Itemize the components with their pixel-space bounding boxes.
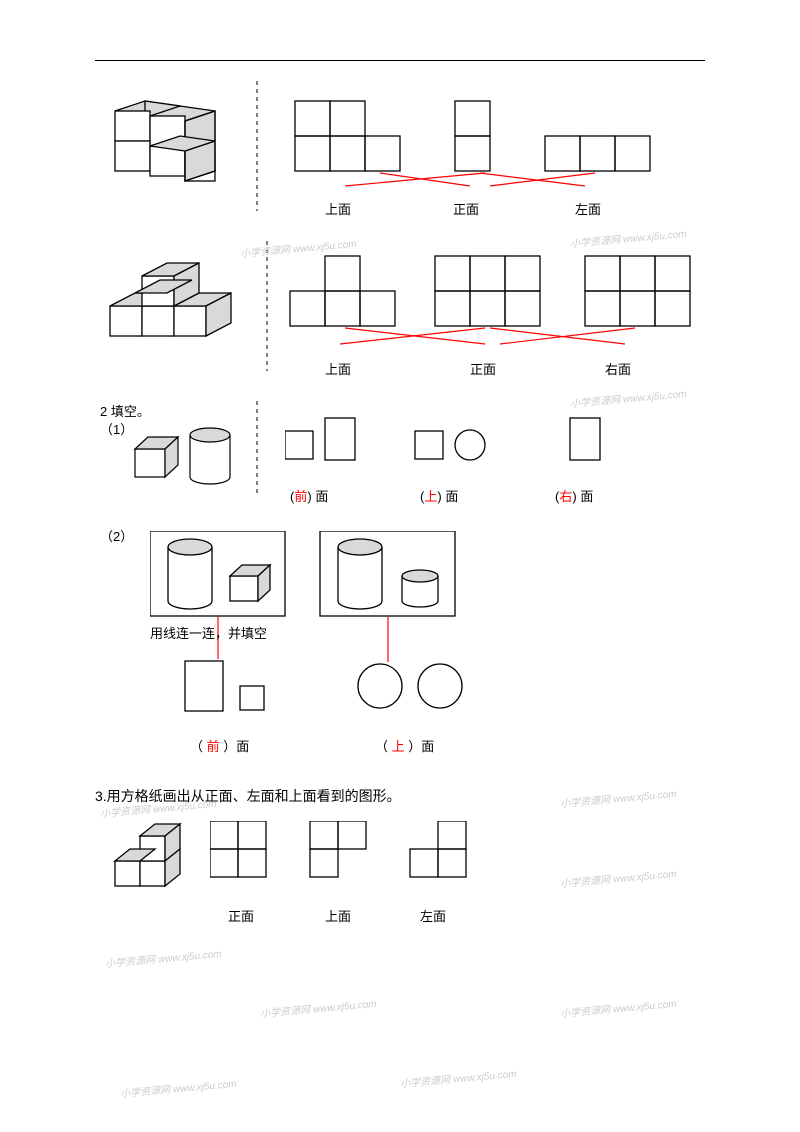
watermark: 小学资源网 www.xj5u.com xyxy=(560,995,678,1020)
q2-2-blank-top: （ 上 ）面 xyxy=(375,736,434,755)
q3-views xyxy=(210,821,560,901)
q3-label-top: 上面 xyxy=(325,906,351,925)
label-2-front: 正面 xyxy=(470,359,496,378)
q2-blank-front: (前) 面 xyxy=(290,486,328,505)
q2-2-blank-front: （ 前 ）面 xyxy=(190,736,249,755)
top-rule xyxy=(95,60,705,61)
label-1-top: 上面 xyxy=(325,199,351,218)
q2-title: 2 填空。 xyxy=(100,401,150,420)
q3-title: 3.用方格纸画出从正面、左面和上面看到的图形。 xyxy=(95,786,401,806)
question-2-2: （2） xyxy=(95,526,705,776)
q2-blank-top: (上) 面 xyxy=(420,486,458,505)
watermark: 小学资源网 www.xj5u.com xyxy=(260,995,378,1020)
q2-views xyxy=(285,416,705,486)
label-2-right: 右面 xyxy=(605,359,631,378)
page-content: 上面 正面 左面 xyxy=(95,60,705,966)
question-3: 3.用方格纸画出从正面、左面和上面看到的图形。 xyxy=(95,786,705,966)
label-2-top: 上面 xyxy=(325,359,351,378)
q2-3d xyxy=(130,419,240,494)
section-2: 上面 正面 右面 xyxy=(95,241,705,401)
q3-label-left: 左面 xyxy=(420,906,446,925)
q2-blank-right: (右) 面 xyxy=(555,486,593,505)
q3-label-front: 正面 xyxy=(228,906,254,925)
q3-3d xyxy=(105,816,195,906)
question-2: 2 填空。 （1） xyxy=(95,401,705,511)
q2-2-text: 用线连一连，并填空 xyxy=(150,623,267,642)
divider-3 xyxy=(255,401,259,496)
watermark: 小学资源网 www.xj5u.com xyxy=(120,1075,238,1100)
cubes-3d-2 xyxy=(95,241,255,361)
label-1-left: 左面 xyxy=(575,199,601,218)
q2-sub1: （1） xyxy=(100,419,133,438)
q2-sub2: （2） xyxy=(100,526,133,545)
watermark: 小学资源网 www.xj5u.com xyxy=(400,1065,518,1090)
label-1-front: 正面 xyxy=(453,199,479,218)
divider-2 xyxy=(265,241,269,371)
q2-2-boxes xyxy=(150,531,550,761)
section-1: 上面 正面 左面 xyxy=(95,81,705,241)
views-1 xyxy=(285,91,725,241)
cubes-3d-1 xyxy=(95,81,235,191)
divider-1 xyxy=(255,81,259,211)
